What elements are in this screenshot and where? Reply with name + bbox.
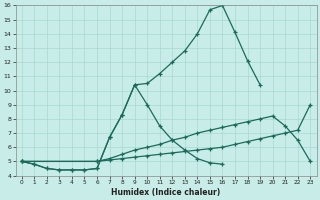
X-axis label: Humidex (Indice chaleur): Humidex (Indice chaleur) <box>111 188 221 197</box>
